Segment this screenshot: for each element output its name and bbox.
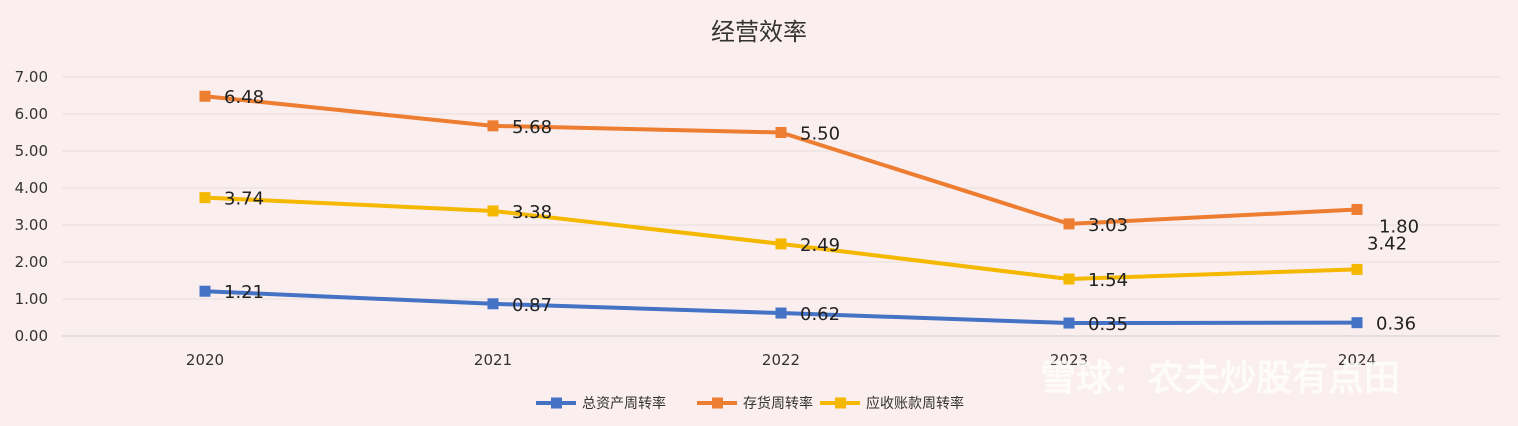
chart-title: 经营效率 bbox=[711, 18, 807, 46]
grid bbox=[62, 76, 1500, 337]
data-point bbox=[775, 238, 787, 250]
data-label: 1.80 bbox=[1379, 216, 1419, 237]
data-point bbox=[1351, 203, 1363, 215]
y-tick-label: 2.00 bbox=[15, 253, 48, 271]
y-tick-label: 4.00 bbox=[15, 179, 48, 197]
data-point bbox=[199, 192, 211, 204]
x-tick-label: 2023 bbox=[1050, 351, 1088, 369]
legend-swatch-marker bbox=[712, 397, 723, 409]
data-label: 0.87 bbox=[512, 295, 552, 316]
data-label: 2.49 bbox=[800, 235, 840, 256]
data-label: 0.35 bbox=[1088, 314, 1128, 335]
data-label: 5.68 bbox=[512, 117, 552, 138]
legend-swatch-marker bbox=[551, 397, 562, 409]
x-tick-label: 2022 bbox=[762, 351, 800, 369]
legend: 总资产周转率 存货周转率 应收账款周转率 bbox=[536, 395, 964, 412]
y-tick-label: 3.00 bbox=[15, 216, 48, 234]
x-tick-label: 2024 bbox=[1338, 351, 1376, 369]
data-label: 0.62 bbox=[800, 304, 840, 325]
data-point bbox=[199, 90, 211, 102]
y-tick-label: 0.00 bbox=[15, 327, 48, 345]
y-axis: 0.00 1.00 2.00 3.00 4.00 5.00 6.00 7.00 bbox=[15, 68, 48, 345]
legend-label: 总资产周转率 bbox=[582, 395, 666, 412]
data-label: 5.50 bbox=[800, 124, 840, 145]
data-label: 1.21 bbox=[224, 282, 264, 303]
data-point bbox=[1063, 218, 1075, 230]
x-tick-label: 2021 bbox=[474, 351, 512, 369]
y-tick-label: 5.00 bbox=[15, 142, 48, 160]
data-point bbox=[199, 285, 211, 297]
data-point bbox=[487, 205, 499, 217]
data-label: 3.38 bbox=[512, 202, 552, 223]
series-group bbox=[199, 90, 1363, 329]
data-label: 0.36 bbox=[1376, 314, 1416, 335]
legend-swatch-marker bbox=[835, 397, 846, 409]
x-tick-label: 2020 bbox=[186, 351, 224, 369]
data-point bbox=[1063, 273, 1075, 285]
y-tick-label: 1.00 bbox=[15, 290, 48, 308]
data-label: 3.74 bbox=[224, 189, 264, 210]
data-label: 6.48 bbox=[224, 87, 264, 108]
data-point bbox=[775, 127, 787, 138]
data-point bbox=[1351, 317, 1363, 329]
series-line bbox=[204, 195, 1358, 282]
data-point bbox=[487, 298, 499, 310]
data-label: 3.42 bbox=[1367, 233, 1407, 254]
legend-label: 应收账款周转率 bbox=[866, 395, 964, 412]
y-tick-label: 7.00 bbox=[15, 68, 48, 86]
data-labels: 1.21 0.87 0.62 0.35 0.36 6.48 5.68 5.50 3.03 3.42… bbox=[224, 87, 1419, 335]
data-point bbox=[1351, 263, 1363, 275]
data-point bbox=[487, 120, 499, 132]
data-point bbox=[1063, 317, 1075, 329]
x-axis: 2020 2021 2022 2023 2024 bbox=[186, 351, 1376, 369]
legend-label: 存货周转率 bbox=[743, 395, 813, 412]
data-point bbox=[775, 307, 787, 319]
data-label: 3.03 bbox=[1088, 215, 1128, 236]
data-label: 1.54 bbox=[1088, 270, 1128, 291]
y-tick-label: 6.00 bbox=[15, 105, 48, 123]
watermark: 雪球：农夫炒股有点田 bbox=[1040, 358, 1400, 399]
